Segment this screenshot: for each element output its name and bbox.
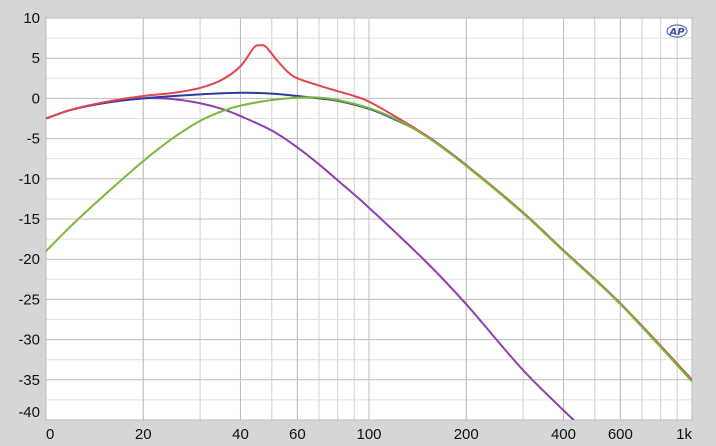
x-tick-label: 1k — [676, 426, 692, 443]
y-tick-label: -35 — [18, 372, 40, 389]
y-tick-label: -15 — [18, 211, 40, 228]
series-layer — [46, 44, 692, 420]
x-tick-label: 40 — [232, 426, 249, 443]
svg-text:AP: AP — [668, 27, 685, 38]
y-tick-label: -25 — [18, 291, 40, 308]
x-tick-label: 600 — [608, 426, 633, 443]
y-tick-label: 10 — [23, 10, 40, 27]
y-tick-label: 5 — [32, 50, 40, 67]
ap-logo: AP — [666, 24, 688, 38]
x-tick-label: 0 — [46, 426, 54, 443]
y-tick-label: -30 — [18, 332, 40, 349]
y-tick-label: -40 — [18, 404, 40, 421]
y-tick-label: -5 — [27, 131, 40, 148]
x-tick-label: 20 — [135, 426, 152, 443]
series-line-4 — [46, 96, 692, 383]
x-axis-tick-labels: 0 20 40 60 100 200 400 600 1k — [46, 426, 692, 443]
y-tick-label: 0 — [32, 90, 40, 107]
y-axis-tick-labels: 10 5 0 -5 -10 -15 -20 -25 -30 -35 -40 — [18, 10, 40, 421]
x-tick-label: 60 — [289, 426, 306, 443]
x-tick-label: 400 — [551, 426, 576, 443]
x-tick-label: 200 — [454, 426, 479, 443]
x-tick-label: 100 — [356, 426, 381, 443]
y-tick-label: -10 — [18, 171, 40, 188]
y-tick-label: -20 — [18, 251, 40, 268]
